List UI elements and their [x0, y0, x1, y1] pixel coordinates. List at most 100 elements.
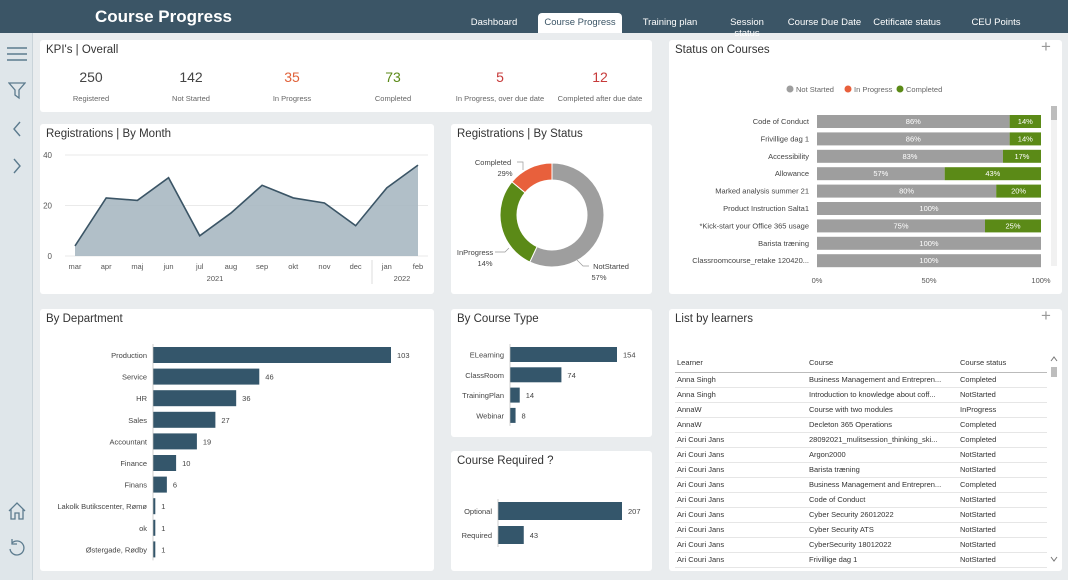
table-row[interactable]: Anna Singh Business Management and Entrep…	[675, 372, 1047, 388]
cell-learner[interactable]: AnnaW	[675, 402, 807, 418]
learners-scrollbar[interactable]	[1050, 355, 1058, 565]
legend-marker	[844, 85, 852, 93]
tab-course-progress[interactable]: Course Progress	[538, 13, 622, 33]
bar-segment	[1009, 132, 1041, 146]
registrations-status-chart: Completed 29% InProgress 14% NotStarted 57%	[457, 158, 629, 282]
status-courses-panel: Status on Courses + Not Started In Progre…	[669, 37, 1062, 294]
cell-course[interactable]: Introduction to knowledge about coff...	[807, 387, 958, 403]
cell-learner[interactable]: Ari Couri Jans	[675, 432, 807, 448]
bar-segment	[817, 132, 1010, 146]
table-row[interactable]: Ari Couri Jans Argon2000 NotStarted	[675, 447, 1047, 463]
category-label: ClassRoom	[465, 371, 504, 380]
cell-learner[interactable]: Anna Singh	[675, 372, 807, 388]
cell-course[interactable]: 28092021_mulitsession_thinking_ski...	[807, 432, 958, 448]
kpi-in-progress: 35 In Progress	[242, 69, 342, 103]
bar-segment	[817, 254, 1041, 268]
column-header-status[interactable]: Course status	[958, 354, 1047, 373]
cell-course[interactable]: Decleton 365 Operations	[807, 417, 958, 433]
filter-icon[interactable]	[5, 79, 28, 102]
table-row[interactable]: Ari Couri Jans Cyber Security 26012022 Not…	[675, 507, 1047, 523]
bar	[153, 390, 237, 407]
cell-learner[interactable]: AnnaW	[675, 417, 807, 433]
cell-course[interactable]: Barista træning	[807, 462, 958, 478]
category-label: *Kick-start your Office 365 usage	[700, 221, 810, 230]
leader-line	[517, 161, 524, 170]
cell-status[interactable]: NotStarted	[958, 387, 1047, 403]
cell-learner[interactable]: Ari Couri Jans	[675, 522, 807, 538]
column-header-learner[interactable]: Learner	[675, 354, 807, 373]
registrations-status-panel: Registrations | By Status Completed 29% In…	[451, 124, 652, 294]
home-icon[interactable]	[5, 499, 28, 522]
cell-learner[interactable]: Ari Couri Jans	[675, 447, 807, 463]
data-label: 27	[221, 416, 229, 425]
tab-training-plan[interactable]: Training plan	[642, 17, 698, 28]
cell-status[interactable]: NotStarted	[958, 507, 1047, 523]
cell-learner[interactable]: Ari Couri Jans	[675, 477, 807, 493]
add-icon[interactable]: +	[1041, 37, 1051, 56]
cell-status[interactable]: NotStarted	[958, 492, 1047, 508]
data-label: 10	[182, 459, 190, 468]
leader-line	[576, 259, 589, 267]
chevron-right-icon[interactable]	[5, 154, 28, 177]
cell-status[interactable]: NotStarted	[958, 462, 1047, 478]
table-row[interactable]: Ari Couri Jans 28092021_mulitsession_thin…	[675, 432, 1047, 448]
cell-course[interactable]: CyberSecurity 18012022	[807, 537, 958, 553]
cell-course[interactable]: Cyber Security 26012022	[807, 507, 958, 523]
data-label: 100%	[919, 239, 939, 248]
table-row[interactable]: AnnaW Decleton 365 Operations Completed	[675, 417, 1047, 433]
cell-learner[interactable]: Ari Couri Jans	[675, 507, 807, 523]
column-header-course[interactable]: Course	[807, 354, 958, 373]
cell-course[interactable]: Course with two modules	[807, 402, 958, 418]
category-label: ok	[139, 524, 147, 533]
cell-status[interactable]: Completed	[958, 372, 1047, 388]
add-icon[interactable]: +	[1041, 306, 1051, 325]
table-row[interactable]: Ari Couri Jans Code of Conduct NotStarted	[675, 492, 1047, 508]
undo-icon[interactable]	[5, 536, 28, 559]
table-row[interactable]: Ari Couri Jans Frivillige dag 1 NotStarted	[675, 552, 1047, 568]
tab-course-due-date[interactable]: Course Due Date	[787, 17, 862, 28]
tab-certificate-status[interactable]: Cetificate status	[873, 17, 941, 28]
cell-course[interactable]: Frivillige dag 1	[807, 552, 958, 568]
cell-learner[interactable]: Ari Couri Jans	[675, 537, 807, 553]
bar-segment	[1002, 149, 1041, 163]
pie-slice	[529, 162, 605, 268]
tab-dashboard[interactable]: Dashboard	[470, 17, 518, 28]
kpi-label: In Progress	[272, 94, 312, 103]
cell-status[interactable]: NotStarted	[958, 522, 1047, 538]
scroll-thumb[interactable]	[1051, 106, 1057, 120]
table-row[interactable]: Ari Couri Jans Business Management and En…	[675, 477, 1047, 493]
cell-course[interactable]: Business Management and Entrepren...	[807, 372, 958, 388]
cell-course[interactable]: Cyber Security ATS	[807, 522, 958, 538]
cell-learner[interactable]: Anna Singh	[675, 387, 807, 403]
x-tick-label: apr	[101, 262, 112, 271]
table-row[interactable]: Ari Couri Jans Barista træning NotStarted	[675, 462, 1047, 478]
cell-learner[interactable]: Ari Couri Jans	[675, 462, 807, 478]
cell-learner[interactable]: Ari Couri Jans	[675, 492, 807, 508]
cell-status[interactable]: NotStarted	[958, 447, 1047, 463]
cell-course[interactable]: Business Management and Entrepren...	[807, 477, 958, 493]
table-row[interactable]: Ari Couri Jans Cyber Security ATS NotStart…	[675, 522, 1047, 538]
data-label: 1	[161, 524, 165, 533]
cell-status[interactable]: Completed	[958, 417, 1047, 433]
cell-status[interactable]: Completed	[958, 432, 1047, 448]
kpi-value: 73	[385, 69, 401, 85]
cell-course[interactable]: Argon2000	[807, 447, 958, 463]
cell-status[interactable]: NotStarted	[958, 552, 1047, 568]
cell-status[interactable]: Completed	[958, 477, 1047, 493]
cell-status[interactable]: InProgress	[958, 402, 1047, 418]
scrollbar[interactable]	[1051, 106, 1057, 266]
tab-ceu-points[interactable]: CEU Points	[971, 17, 1021, 28]
bar-segment	[817, 219, 985, 233]
chevron-left-icon[interactable]	[5, 117, 28, 140]
menu-icon[interactable]	[5, 42, 28, 65]
table-row[interactable]: Anna Singh Introduction to knowledge abou…	[675, 387, 1047, 403]
data-label: 25%	[1005, 221, 1020, 230]
cell-status[interactable]: NotStarted	[958, 537, 1047, 553]
cell-learner[interactable]: Ari Couri Jans	[675, 552, 807, 568]
table-row[interactable]: AnnaW Course with two modules InProgress	[675, 402, 1047, 418]
year-label: 2022	[394, 274, 411, 283]
data-label: 14%	[1018, 134, 1033, 143]
tab-session-status[interactable]: Session status	[730, 17, 764, 39]
cell-course[interactable]: Code of Conduct	[807, 492, 958, 508]
table-row[interactable]: Ari Couri Jans CyberSecurity 18012022 NotS…	[675, 537, 1047, 553]
